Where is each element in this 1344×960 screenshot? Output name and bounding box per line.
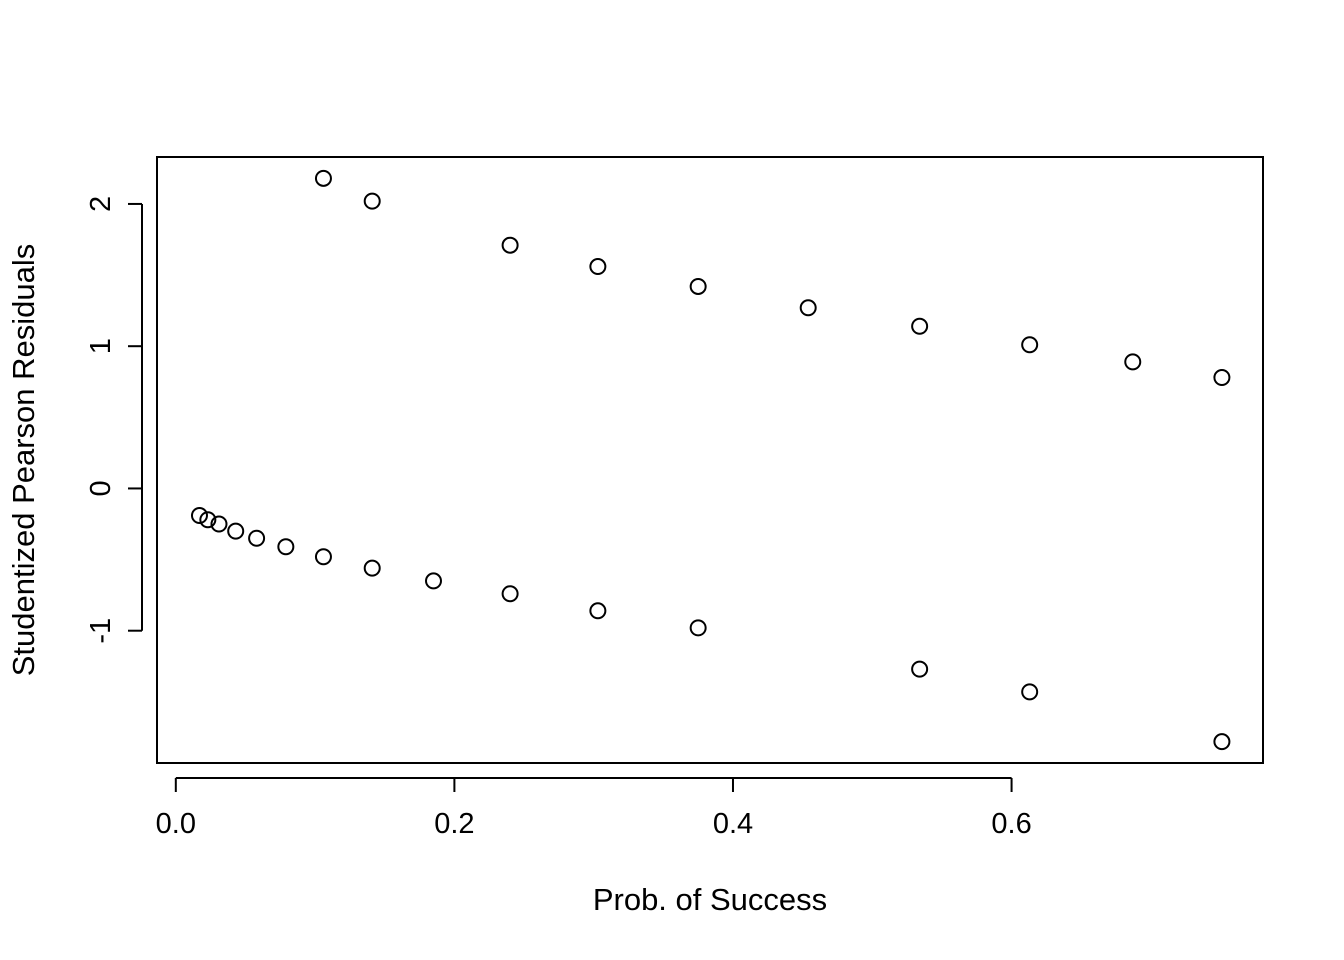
y-tick-label: 1 (85, 338, 117, 354)
data-point (589, 258, 607, 276)
data-point (363, 559, 381, 577)
data-point (199, 511, 217, 529)
x-tick-label: 0.6 (991, 808, 1031, 840)
data-point (227, 522, 245, 540)
data-point (1021, 683, 1039, 701)
data-point (314, 169, 332, 187)
x-tick-label: 0.2 (434, 808, 474, 840)
y-axis: -1 0 1 2 (85, 196, 143, 644)
y-axis-label: Studentized Pearson Residuals (6, 244, 41, 677)
x-axis: 0.0 0.2 0.4 0.6 (156, 777, 1032, 840)
y-tick-label: 0 (85, 480, 117, 496)
y-tick-label: -1 (85, 618, 117, 644)
data-point (501, 236, 519, 254)
data-point (363, 192, 381, 210)
data-point (1213, 368, 1231, 386)
data-point (689, 619, 707, 637)
data-point (501, 585, 519, 603)
data-point (911, 660, 929, 678)
data-point (1021, 336, 1039, 354)
data-point (425, 572, 442, 590)
data-point (190, 506, 208, 524)
y-tick-label: 2 (85, 196, 117, 212)
data-point (1213, 733, 1231, 751)
plot-frame (156, 156, 1264, 764)
data-point (799, 299, 817, 317)
data-point (589, 602, 607, 620)
data-point (314, 548, 332, 566)
x-tick-label: 0.4 (713, 808, 753, 840)
data-point (210, 515, 228, 533)
data-point (1124, 353, 1142, 371)
x-axis-label: Prob. of Success (593, 882, 827, 917)
data-point (248, 529, 266, 547)
data-point (911, 317, 929, 335)
data-point (277, 538, 295, 556)
data-point (689, 277, 707, 295)
data-points (190, 169, 1231, 751)
x-tick-label: 0.0 (156, 808, 196, 840)
